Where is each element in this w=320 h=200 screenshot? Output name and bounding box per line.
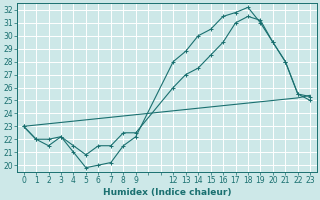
X-axis label: Humidex (Indice chaleur): Humidex (Indice chaleur) (103, 188, 231, 197)
